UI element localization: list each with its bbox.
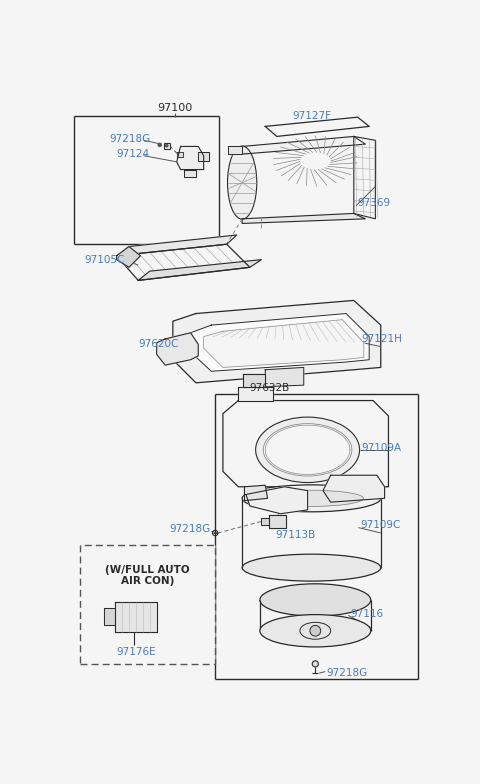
- Ellipse shape: [260, 584, 371, 616]
- Text: 97109A: 97109A: [361, 443, 402, 453]
- Ellipse shape: [260, 490, 363, 506]
- Polygon shape: [242, 136, 365, 154]
- Polygon shape: [242, 213, 365, 223]
- Polygon shape: [354, 136, 375, 219]
- Polygon shape: [269, 515, 286, 528]
- Polygon shape: [117, 245, 250, 281]
- Circle shape: [165, 144, 168, 147]
- Text: 97620C: 97620C: [138, 339, 179, 350]
- Circle shape: [310, 626, 321, 636]
- Text: AIR CON): AIR CON): [121, 575, 174, 586]
- Text: 97127F: 97127F: [292, 111, 331, 121]
- Polygon shape: [265, 117, 369, 136]
- Polygon shape: [117, 246, 141, 267]
- Polygon shape: [177, 147, 204, 169]
- Text: 97632B: 97632B: [249, 383, 289, 394]
- Polygon shape: [265, 368, 304, 387]
- Text: 97124: 97124: [117, 149, 150, 159]
- Polygon shape: [104, 608, 115, 626]
- Polygon shape: [156, 332, 198, 365]
- Text: 97116: 97116: [350, 609, 383, 619]
- Polygon shape: [115, 602, 157, 632]
- Polygon shape: [177, 152, 183, 158]
- Circle shape: [312, 661, 318, 667]
- Text: 97369: 97369: [358, 198, 391, 209]
- Text: 97218G: 97218G: [327, 668, 368, 678]
- Text: 97121H: 97121H: [361, 334, 402, 344]
- Text: 97218G: 97218G: [110, 134, 151, 143]
- Ellipse shape: [260, 615, 371, 647]
- Text: 97100: 97100: [157, 103, 193, 113]
- Polygon shape: [204, 320, 364, 368]
- Text: 97113B: 97113B: [275, 529, 315, 539]
- Text: 97176E: 97176E: [116, 648, 156, 657]
- Text: 97218G: 97218G: [169, 524, 210, 534]
- Polygon shape: [223, 401, 388, 487]
- Ellipse shape: [242, 485, 381, 512]
- Bar: [81, 545, 215, 664]
- Ellipse shape: [256, 417, 360, 482]
- Polygon shape: [238, 387, 273, 401]
- Polygon shape: [117, 235, 237, 256]
- Polygon shape: [243, 374, 265, 387]
- Polygon shape: [246, 487, 308, 514]
- Polygon shape: [191, 314, 369, 372]
- Polygon shape: [138, 260, 262, 281]
- Text: 97105C: 97105C: [84, 255, 125, 265]
- Text: (W/FULL AUTO: (W/FULL AUTO: [105, 565, 190, 575]
- Polygon shape: [184, 169, 196, 177]
- Ellipse shape: [264, 423, 352, 476]
- Polygon shape: [198, 152, 209, 161]
- Text: 97109C: 97109C: [360, 521, 400, 530]
- Polygon shape: [244, 485, 267, 501]
- Polygon shape: [173, 300, 381, 383]
- Ellipse shape: [300, 622, 331, 639]
- Polygon shape: [228, 147, 242, 154]
- Circle shape: [158, 143, 162, 147]
- Polygon shape: [323, 475, 384, 503]
- Polygon shape: [262, 517, 269, 525]
- Ellipse shape: [228, 146, 257, 220]
- Ellipse shape: [242, 554, 381, 581]
